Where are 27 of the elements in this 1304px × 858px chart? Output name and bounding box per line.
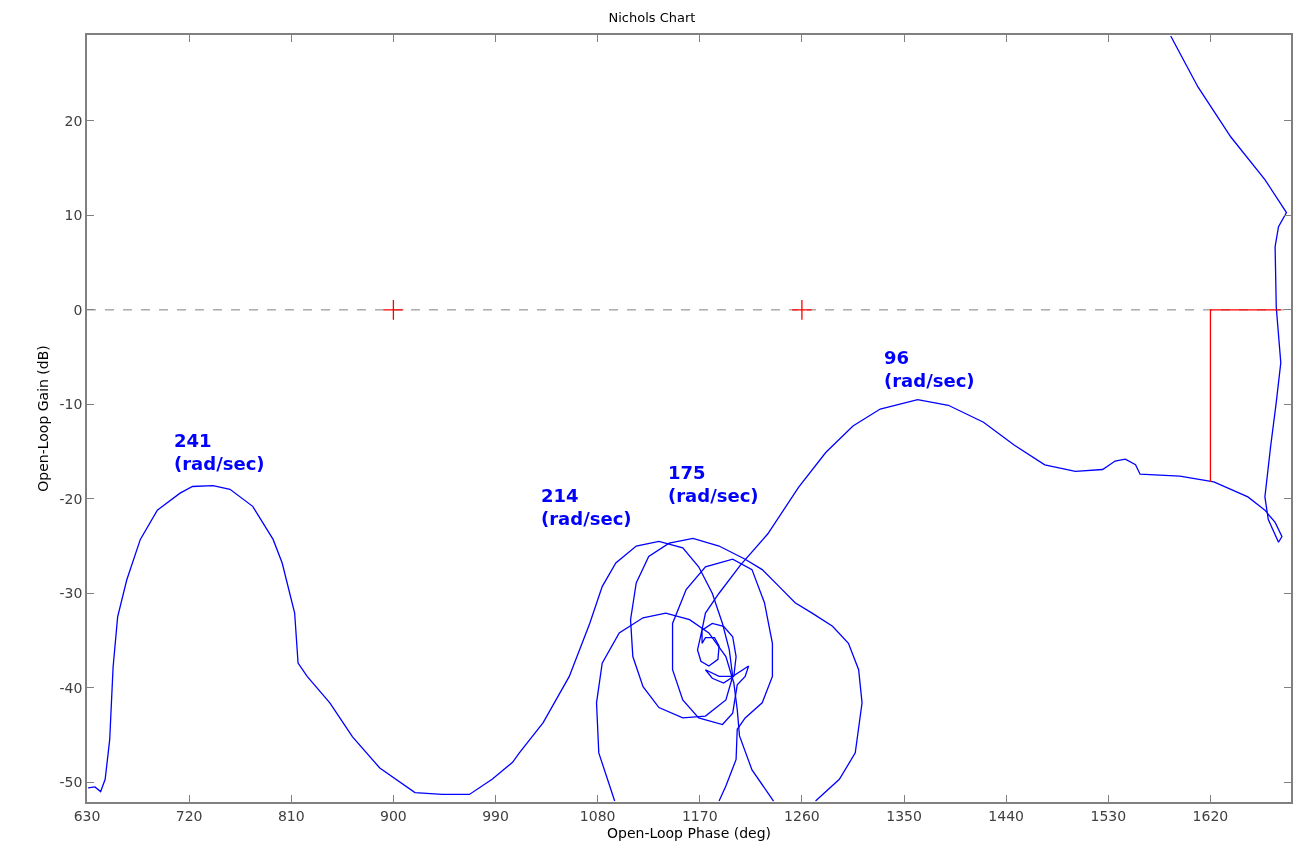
x-axis-title: Open-Loop Phase (deg): [606, 825, 772, 842]
x-tick-label: 1350: [886, 807, 922, 824]
y-tick-label: -20: [59, 490, 83, 507]
y-tick-label: -50: [59, 774, 83, 791]
chart-title: Nichols Chart: [608, 9, 696, 25]
y-tick-label: 20: [64, 112, 83, 129]
x-tick-label: 1260: [784, 807, 820, 824]
x-tick-label: 1170: [681, 807, 718, 824]
annotation: 214 (rad/sec): [541, 485, 632, 530]
y-tick-label: 0: [73, 301, 83, 318]
annotation: 96 (rad/sec): [884, 347, 975, 392]
x-tick-label: 1080: [579, 807, 616, 824]
y-tick-label: 10: [64, 207, 83, 224]
y-tick-label: -30: [59, 585, 83, 602]
x-tick-label: 1440: [988, 807, 1024, 824]
annotation: 175 (rad/sec): [668, 462, 759, 507]
annotation: 241 (rad/sec): [174, 430, 265, 475]
x-tick-label: 1620: [1192, 807, 1229, 824]
y-tick-label: -40: [59, 679, 83, 696]
x-tick-label: 990: [482, 807, 509, 824]
x-tick-label: 810: [277, 807, 305, 824]
y-tick-label: -10: [59, 396, 83, 413]
x-tick-label: 900: [380, 807, 407, 824]
x-tick-label: 1530: [1090, 807, 1127, 824]
x-tick-label: 630: [73, 807, 101, 824]
x-tick-label: 720: [175, 807, 203, 824]
y-axis-title: Open-Loop Gain (dB): [34, 345, 51, 492]
